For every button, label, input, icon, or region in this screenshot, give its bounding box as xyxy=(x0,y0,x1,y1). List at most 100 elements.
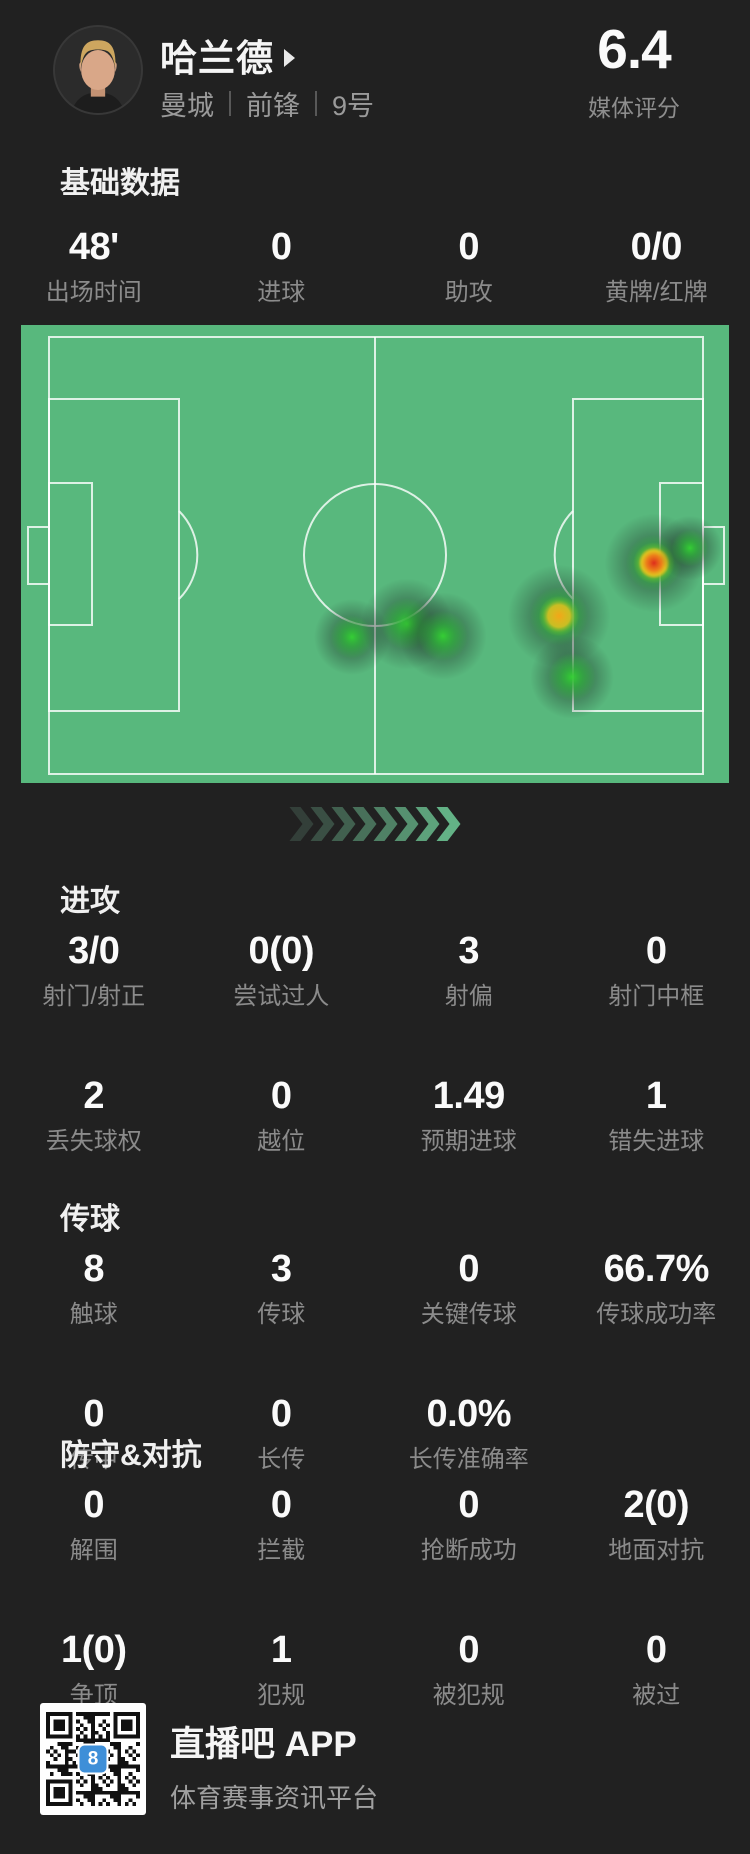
stat-label: 长传准确率 xyxy=(408,1446,529,1474)
stat-value: 1.49 xyxy=(432,1075,505,1118)
stat-item: 2(0) 地面对抗 xyxy=(563,1484,750,1565)
stat-value: 0 xyxy=(83,1393,105,1436)
stat-item: 1.49 预期进球 xyxy=(375,1075,563,1156)
stat-item: 0 关键传球 xyxy=(375,1248,563,1329)
stat-item: 0 解围 xyxy=(0,1484,188,1565)
section-title-defense: 防守&对抗 xyxy=(60,1439,202,1472)
stat-label: 传球成功率 xyxy=(596,1300,717,1328)
stat-value: 2(0) xyxy=(623,1484,690,1526)
stat-label: 尝试过人 xyxy=(233,982,330,1010)
player-position: 前锋 xyxy=(246,91,300,121)
app-tagline: 体育赛事资讯平台 xyxy=(170,1783,379,1813)
stat-label: 错失进球 xyxy=(608,1128,705,1156)
stat-label: 犯规 xyxy=(257,1682,306,1710)
stat-value: 0 xyxy=(458,1484,480,1526)
pitch-heatmap xyxy=(21,325,729,783)
stat-value: 3 xyxy=(458,930,480,972)
stat-value: 48' xyxy=(68,226,119,268)
chevron-icon xyxy=(352,807,377,841)
stat-value: 8 xyxy=(83,1248,105,1290)
chevron-icon xyxy=(331,807,356,841)
stat-label: 解围 xyxy=(69,1536,118,1564)
basic-stats-grid: 48' 出场时间 0 进球 0 助攻 0/0 黄牌/红牌 xyxy=(0,226,750,307)
stat-value: 0 xyxy=(458,1248,480,1290)
stat-item: 0.0% 长传准确率 xyxy=(375,1393,563,1474)
stat-value: 0.0% xyxy=(426,1393,512,1436)
stat-item: 8 触球 xyxy=(0,1248,188,1329)
stat-value: 0(0) xyxy=(248,930,315,972)
stat-item: 0/0 黄牌/红牌 xyxy=(563,226,750,307)
stat-value: 0 xyxy=(645,930,667,972)
stat-label: 地面对抗 xyxy=(608,1536,705,1564)
heat-point xyxy=(399,592,487,680)
heat-point xyxy=(657,515,723,581)
rating-label: 媒体评分 xyxy=(588,95,680,121)
media-rating: 6.4 媒体评分 xyxy=(574,22,694,123)
stat-item: 1 犯规 xyxy=(188,1629,376,1710)
stat-item: 0 拦截 xyxy=(188,1484,376,1565)
stat-value: 3/0 xyxy=(68,930,120,972)
stat-item: 0 被过 xyxy=(563,1629,750,1710)
chevron-icon xyxy=(373,807,398,841)
football-pitch xyxy=(21,325,729,783)
stat-label: 进球 xyxy=(257,278,306,306)
stat-item-empty xyxy=(563,1393,750,1474)
stat-label: 丢失球权 xyxy=(45,1128,142,1156)
stat-label: 关键传球 xyxy=(420,1300,517,1328)
stat-label: 助攻 xyxy=(444,278,493,306)
stat-item: 66.7% 传球成功率 xyxy=(563,1248,750,1329)
chevron-icon xyxy=(310,807,335,841)
stat-item: 0 抢断成功 xyxy=(375,1484,563,1565)
stat-label: 传球 xyxy=(257,1300,306,1328)
attack-stats-grid: 3/0 射门/射正 0(0) 尝试过人 3 射偏 0 射门中框 2 丢失球权 0 越位 1.49 预期进球… xyxy=(0,930,750,1157)
stat-item: 3 传球 xyxy=(188,1248,376,1329)
stat-item: 3 射偏 xyxy=(375,930,563,1011)
stat-label: 射偏 xyxy=(444,982,493,1010)
team-name: 曼城 xyxy=(160,91,214,121)
section-title-attack: 进攻 xyxy=(60,885,120,918)
defense-stats-grid: 0 解围 0 拦截 0 抢断成功 2(0) 地面对抗 1(0) 争顶 1 犯规 0 被犯规 0 被过 xyxy=(0,1484,750,1711)
chevron-icon xyxy=(289,807,314,841)
stat-label: 射门中框 xyxy=(608,982,705,1010)
divider xyxy=(229,91,231,116)
stat-item: 0 越位 xyxy=(188,1075,376,1156)
app-name: 直播吧 APP xyxy=(170,1725,357,1764)
stat-item: 3/0 射门/射正 xyxy=(0,930,188,1011)
chevron-icon xyxy=(415,807,440,841)
player-name-link[interactable]: 哈兰德 xyxy=(160,28,295,82)
stat-label: 预期进球 xyxy=(420,1128,517,1156)
stat-item: 0(0) 尝试过人 xyxy=(188,930,376,1011)
divider xyxy=(315,91,317,116)
passing-stats-grid: 8 触球 3 传球 0 关键传球 66.7% 传球成功率 0 传中 0 长传 0.0% 长传准确率 xyxy=(0,1248,750,1475)
stat-item: 0 被犯规 xyxy=(375,1629,563,1710)
stat-item: 1(0) 争顶 xyxy=(0,1629,188,1710)
stat-value: 1(0) xyxy=(60,1629,127,1672)
stat-item: 48' 出场时间 xyxy=(0,226,188,307)
stat-label: 黄牌/红牌 xyxy=(604,278,708,306)
app-logo-badge: 8 xyxy=(77,1743,109,1775)
section-title-passing: 传球 xyxy=(60,1203,120,1236)
shirt-number: 9号 xyxy=(332,91,375,121)
stat-value: 0 xyxy=(458,1629,480,1672)
stat-item: 0 射门中框 xyxy=(563,930,750,1011)
chevron-icon xyxy=(436,807,461,841)
stat-value: 2 xyxy=(83,1075,105,1118)
stat-value: 1 xyxy=(645,1075,667,1118)
stat-value: 0 xyxy=(645,1629,667,1672)
stat-item: 0 传中 xyxy=(0,1393,188,1474)
heat-point xyxy=(530,635,614,719)
rating-value: 6.4 xyxy=(597,18,671,80)
stat-value: 0 xyxy=(270,1393,292,1436)
stat-label: 被犯规 xyxy=(432,1682,505,1710)
stat-value: 0 xyxy=(83,1484,105,1526)
stat-value: 0 xyxy=(458,226,480,268)
stat-value: 66.7% xyxy=(603,1248,710,1290)
stat-value: 0 xyxy=(270,1484,292,1526)
stat-value: 3 xyxy=(270,1248,292,1290)
heatmap-blobs xyxy=(314,513,723,719)
stat-label: 射门/射正 xyxy=(42,982,146,1010)
chevron-icon xyxy=(394,807,419,841)
stat-label: 被过 xyxy=(632,1682,681,1710)
stat-label: 越位 xyxy=(257,1128,306,1156)
